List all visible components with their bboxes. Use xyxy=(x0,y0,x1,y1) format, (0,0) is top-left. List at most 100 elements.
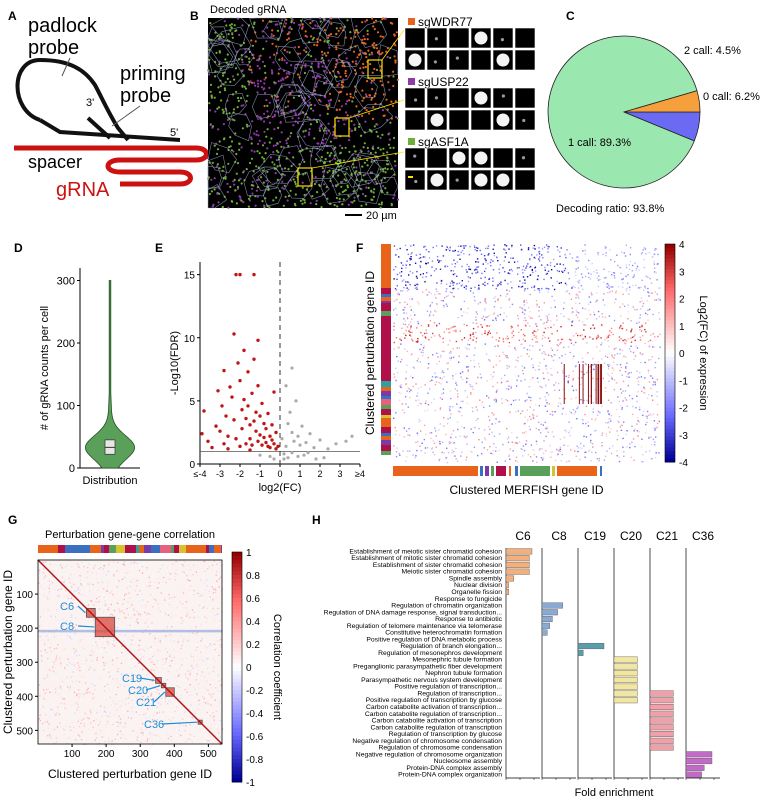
perturbation-cluster-strip xyxy=(381,396,391,399)
heatmap-cell xyxy=(616,430,618,432)
heatmap-cell xyxy=(590,273,592,275)
grna-dot xyxy=(227,33,230,36)
heatmap-cell xyxy=(181,664,183,666)
heatmap-cell xyxy=(583,329,585,331)
heatmap-cell xyxy=(68,623,71,626)
grna-dot xyxy=(323,77,326,80)
grna-dot xyxy=(314,24,317,27)
priming-label-line2: probe xyxy=(120,85,171,107)
volcano-point-ns xyxy=(296,434,300,438)
heatmap-cell xyxy=(639,317,641,319)
heatmap-cell xyxy=(607,340,609,342)
heatmap-cell xyxy=(175,619,177,621)
heatmap-cell xyxy=(573,413,575,415)
heatmap-cell xyxy=(476,269,478,271)
heatmap-cell xyxy=(202,728,204,730)
heatmap-cell xyxy=(643,392,645,394)
grna-dot xyxy=(364,52,368,56)
heatmap-cell xyxy=(649,413,651,415)
heatmap-cell xyxy=(445,457,447,460)
heatmap-cell xyxy=(192,656,195,658)
heatmap-cell xyxy=(146,567,148,569)
heatmap-cell xyxy=(118,618,120,620)
heatmap-cell xyxy=(117,579,119,581)
heatmap-cell xyxy=(503,319,505,321)
grna-dot xyxy=(285,72,288,75)
grna-dot xyxy=(329,99,332,102)
heatmap-cell xyxy=(406,303,409,305)
heatmap-cell xyxy=(165,581,167,584)
volcano-point-sig xyxy=(226,447,230,451)
grna-dot xyxy=(250,184,253,187)
grna-dot xyxy=(309,123,312,126)
heatmap-cell xyxy=(54,589,56,591)
grna-dot xyxy=(386,191,389,194)
grna-dot xyxy=(299,199,302,202)
heatmap-cell xyxy=(210,727,212,729)
grna-dot xyxy=(209,83,213,86)
heatmap-cell xyxy=(498,433,501,435)
grna-dot xyxy=(368,112,371,115)
heatmap-cell xyxy=(135,592,137,594)
heatmap-cell xyxy=(132,639,134,641)
heatmap-cell xyxy=(558,389,561,391)
grna-dot xyxy=(256,79,259,82)
heatmap-cell xyxy=(570,312,573,314)
heatmap-cell xyxy=(585,324,587,326)
heatmap-cell xyxy=(414,287,417,289)
grna-dot xyxy=(355,29,358,32)
heatmap-cell xyxy=(171,626,173,628)
heatmap-cell xyxy=(154,582,156,584)
heatmap-cell xyxy=(181,622,183,624)
heatmap-cell xyxy=(590,365,592,367)
heatmap-cell xyxy=(588,449,590,452)
colorbar-label: Log2(FC) of expression xyxy=(697,296,709,411)
grna-dot xyxy=(345,168,348,171)
heatmap-cell xyxy=(647,319,649,321)
grna-dot xyxy=(227,162,230,165)
heatmap-cell xyxy=(537,275,539,277)
heatmap-cell xyxy=(125,698,128,700)
heatmap-cell xyxy=(409,331,411,333)
x-axis-label: log2(FC) xyxy=(259,482,302,494)
heatmap-cell xyxy=(459,372,462,375)
grna-dot xyxy=(278,58,281,61)
cell-outline xyxy=(298,17,322,44)
grna-dot xyxy=(261,60,265,63)
grna-dot xyxy=(213,177,216,180)
grna-dot xyxy=(240,104,243,107)
heatmap-cell xyxy=(654,249,656,251)
heatmap-cell xyxy=(48,733,51,735)
heatmap-cell xyxy=(140,691,142,694)
heatmap-cell xyxy=(94,689,96,691)
heatmap-cell xyxy=(53,661,55,663)
heatmap-cell xyxy=(613,388,616,391)
heatmap-cell xyxy=(545,244,548,246)
grna-dot xyxy=(247,80,250,83)
colorbar-segment xyxy=(665,349,675,354)
heatmap-cell xyxy=(430,292,433,295)
heatmap-cell xyxy=(638,269,640,271)
grna-dot xyxy=(211,125,215,128)
heatmap-cell xyxy=(522,333,525,336)
grna-dot xyxy=(241,84,244,87)
grna-dot xyxy=(361,178,364,181)
heatmap-cell xyxy=(452,430,455,432)
heatmap-cell xyxy=(211,714,213,716)
cell-outline xyxy=(350,152,380,182)
heatmap-cell xyxy=(506,427,508,430)
heatmap-cell xyxy=(425,329,427,331)
heatmap-cell xyxy=(456,403,458,405)
grna-dot xyxy=(323,28,326,32)
heatmap-cell xyxy=(76,563,79,565)
heatmap-cell xyxy=(514,347,516,349)
heatmap-cell xyxy=(206,680,208,682)
heatmap-cell xyxy=(602,377,604,380)
heatmap-cell xyxy=(492,366,495,368)
heatmap-cell xyxy=(99,602,101,604)
heatmap-cell xyxy=(544,352,546,354)
grna-dot xyxy=(237,179,241,182)
heatmap-cell xyxy=(201,646,203,648)
heatmap-cell xyxy=(575,302,577,304)
heatmap-cell xyxy=(137,600,140,602)
